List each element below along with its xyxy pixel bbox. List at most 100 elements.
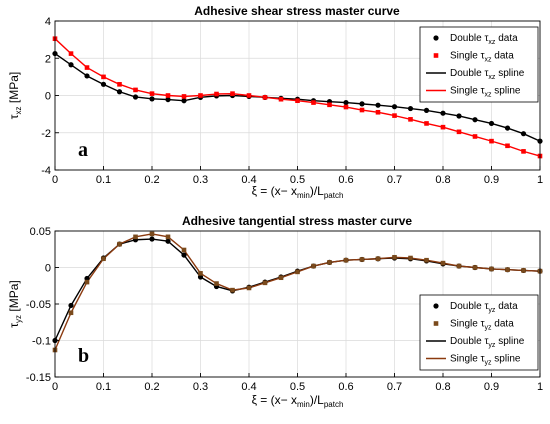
panel-a-point-0-6 [149,96,155,102]
panel-a-ytick-label-4: 4 [45,16,51,28]
panel-a-xlabel: ξ = (x− xmin)/Lpatch [252,184,344,200]
panel-a-point-0-18 [343,99,349,106]
panel-a-point-0-8 [181,98,187,104]
panel-a-point-0-28 [504,125,511,131]
panel-b-point-0-6 [149,236,155,242]
panel-a-point-1-18 [343,104,349,110]
panel-b-point-1-24 [440,260,446,266]
panel-a-point-1-21 [392,113,397,118]
panel-a-point-1-7 [165,93,171,98]
panel-b-point-1-26 [472,265,478,270]
panel-b-ytick-label-1: -0.1 [32,336,51,348]
panel-b-point-1-22 [408,255,413,261]
panel-b: Adhesive tangential stress master curve … [7,214,543,409]
panel-b-point-1-14 [278,275,284,281]
panel-a-point-1-22 [408,117,413,122]
panel-a-point-1-13 [262,95,268,100]
panel-a-plot: 0 0.1 0.2 0.3 0.4 0.5 0.6 0.7 0.8 0.9 1 -4 -2 0 2 4 ξ = … [7,16,543,200]
panel-b-xtick-label-6: 0.6 [338,381,353,393]
panel-a-point-1-3 [101,74,106,80]
panel-a-ylabel: τxz [MPa] [7,72,23,119]
panel-a-point-1-4 [117,82,122,87]
panel-a-point-1-15 [295,98,300,104]
panel-b-legend-label-0: Double τyz data [450,301,518,314]
panel-b-point-1-3 [101,256,106,262]
panel-a-point-0-3 [100,81,107,87]
panel-b-point-1-10 [214,281,219,286]
panel-b-legend-label-3: Single τyz spline [450,354,521,367]
panel-b-xtick-label-4: 0.4 [241,381,256,393]
panel-a-point-1-19 [359,107,365,113]
panel-a-legend-box [419,26,539,103]
panel-b-ytick-label-0: -0.15 [26,372,51,384]
panel-a-point-1-16 [311,100,316,105]
panel-a-point-1-17 [327,102,332,108]
panel-b-point-0-9 [197,274,204,280]
panel-a-point-1-28 [505,143,510,149]
panel-b-legend-label-2: Double τyz spline [450,336,525,349]
panel-b-point-1-6 [149,231,155,237]
panel-a-point-0-20 [375,102,381,108]
panel-a-point-1-27 [489,138,494,144]
panel-b-ytick-label-3: 0 [45,263,51,275]
panel-a-point-0-27 [488,120,495,127]
panel-b-point-1-23 [424,257,429,263]
panel-b-xtick-label-1: 0.1 [96,381,111,393]
panel-a-point-0-24 [440,110,446,116]
panel-a-point-0-25 [456,113,462,119]
panel-b-point-1-8 [181,247,187,253]
panel-b-ytick-label-2: -0.05 [26,299,51,311]
panel-b-plot: 0 0.1 0.2 0.3 0.4 0.5 0.6 0.7 0.8 0.9 1 -0.15 -0.1 -0… [7,226,543,409]
panel-b-ylabel: τyz [MPa] [7,280,23,327]
panel-b-point-1-29 [521,268,526,273]
panel-b-legend-swatch-0 [433,303,439,309]
panel-b-xlabel: ξ = (x− xmin)/Lpatch [252,393,344,409]
panel-a-point-1-2 [84,65,90,70]
panel-a-xtick-label-7: 0.7 [387,174,402,186]
panel-a-point-1-26 [472,134,478,139]
panel-b-point-1-5 [133,234,138,240]
panel-b-xtick-label-2: 0.2 [144,381,159,393]
panel-b-point-0-1 [68,302,74,309]
panel-a-legend-swatch-1 [433,53,439,58]
panel-a-xtick-label-1: 0.1 [96,174,111,186]
panel-a-title: Adhesive shear stress master curve [194,4,400,18]
panel-a-xtick-label-8: 0.8 [435,174,450,186]
panel-a-point-0-23 [423,107,430,113]
panel-a-xtick-label-0: 0 [52,174,58,186]
panel-b-point-0-7 [165,238,171,244]
panel-a-point-1-6 [149,91,155,96]
panel-b-xtick-label-3: 0.3 [193,381,208,393]
panel-b-point-1-13 [262,280,268,286]
panel-a: Adhesive shear stress master curve 0 0.1 0… [7,4,543,200]
panel-b-legend-box [419,294,539,371]
panel-b-point-1-18 [343,257,349,263]
panel-a-point-1-1 [68,51,74,56]
panel-a-point-1-9 [198,93,203,98]
panel-a-point-1-14 [278,96,284,102]
panel-b-title: Adhesive tangential stress master curve [182,214,412,228]
panel-b-point-1-7 [165,234,171,240]
panel-b-point-1-25 [456,263,462,269]
panel-b-xtick-label-10: 1 [537,381,543,393]
panel-a-xtick-label-5: 0.5 [290,174,305,186]
panel-a-legend-label-0: Double τxz data [450,33,518,46]
panel-b-legend-swatch-1 [433,321,439,326]
panel-a-ytick-label-1: -2 [41,128,51,140]
panel-a-point-1-23 [424,121,429,126]
panel-a-ytick-label-0: -4 [41,165,51,177]
panel-b-point-1-9 [198,271,203,276]
panel-b-point-1-1 [68,310,74,316]
panel-b-point-0-8 [181,252,187,258]
panel-b-point-1-2 [84,279,90,285]
panel-a-point-1-10 [214,91,219,97]
panel-b-point-0-2 [84,275,90,282]
panel-b-point-1-4 [117,241,122,247]
panel-a-point-0-7 [165,96,171,103]
panel-b-legend: Double τyz data Single τyz data Double τyz… [419,294,539,371]
panel-a-xtick-label-2: 0.2 [144,174,159,186]
panel-a-point-1-5 [133,87,138,93]
panel-a-point-0-21 [391,104,398,110]
panel-a-xtick-label-10: 1 [537,174,543,186]
